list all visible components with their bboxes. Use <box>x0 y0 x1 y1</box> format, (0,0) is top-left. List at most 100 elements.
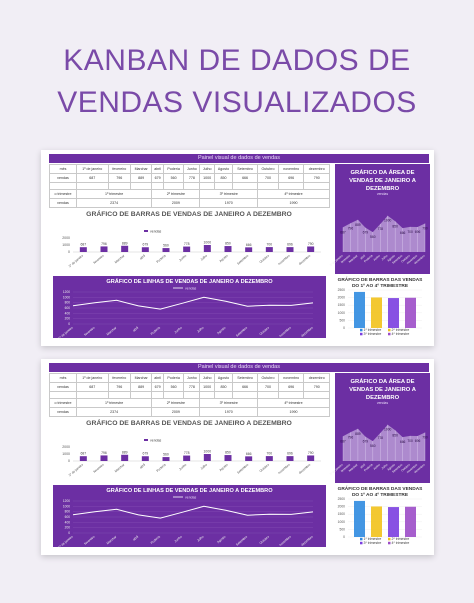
table-row <box>49 182 330 190</box>
table-cell: Marchar <box>130 373 153 383</box>
bar-value-label: 1000 <box>204 450 212 454</box>
x-tick-label: dezembro <box>413 253 426 265</box>
legend-swatch <box>144 230 148 232</box>
table-cell <box>107 182 132 190</box>
area-fill <box>343 424 425 461</box>
y-tick-label: 2500 <box>338 497 346 501</box>
table-cell: 1970 <box>199 407 258 417</box>
table-cell: 1º de janeiro <box>75 164 109 174</box>
table-cell: 889 <box>130 173 153 183</box>
x-tick-label: abril <box>132 326 139 333</box>
bar <box>286 247 294 252</box>
x-tick-label: abril <box>139 254 146 261</box>
table-cell: 687 <box>75 173 109 183</box>
row-label: o trimestre <box>49 189 77 199</box>
x-tick-label: Setembro <box>391 253 403 264</box>
legend-label: 4º trimestre <box>392 541 410 545</box>
y-tick-label: 0 <box>343 326 345 330</box>
table-cell: abril <box>151 373 164 383</box>
table-cell: Podería <box>162 373 185 383</box>
area-value-label: 687 <box>340 439 346 443</box>
bar-value-label: 889 <box>122 450 128 454</box>
x-tick-label: novembro <box>278 326 292 338</box>
x-tick-label: fevereiro <box>340 253 351 264</box>
area-value-label: 778 <box>378 227 384 231</box>
area-value-label: 790 <box>422 227 428 231</box>
y-tick-label: 200 <box>65 317 71 321</box>
page-title: KANBAN DE DADOS DE VENDAS VISUALIZADOS <box>0 40 474 124</box>
y-tick-label: 0 <box>68 459 70 463</box>
table-cell: Podería <box>162 164 185 174</box>
table-row: mês 1º de janeiro fevereiro Marchar abril Pod… <box>49 164 330 174</box>
row-label: mês <box>49 373 77 383</box>
bar <box>203 454 211 461</box>
table-cell <box>257 391 279 399</box>
table-cell: 778 <box>183 173 201 183</box>
x-tick-label: 1º de janeiro <box>68 254 84 269</box>
x-tick-label: Julho <box>380 253 388 261</box>
legend-swatch <box>360 541 363 545</box>
area-chart-panel: GRÁFICO DA ÁREA DE VENDAS DE JANEIRO A D… <box>329 373 430 483</box>
table-cell <box>199 391 215 399</box>
table-cell: novembro <box>277 164 305 174</box>
x-tick-label: Outubro <box>259 463 271 474</box>
table-cell: 796 <box>107 173 132 183</box>
table-cell: 679 <box>151 173 164 183</box>
legend-label: vendas <box>185 495 197 499</box>
area-value-label: 666 <box>400 231 406 235</box>
legend-label: 2º trimestre <box>392 537 410 541</box>
y-tick-label: 800 <box>65 510 71 514</box>
table-cell: abril <box>151 164 164 174</box>
table-cell: 700 <box>257 382 279 392</box>
table-cell: 560 <box>162 173 185 183</box>
y-tick-label: 0 <box>68 322 70 326</box>
area-value-label: 696 <box>415 439 421 443</box>
table-cell <box>277 182 305 190</box>
y-tick-label: 1000 <box>63 504 70 508</box>
table-cell: 666 <box>232 173 258 183</box>
bar-value-label: 790 <box>308 451 314 455</box>
table-cell: 1º trimestre <box>75 398 153 408</box>
bar-value-label: 687 <box>80 243 86 247</box>
y-tick-label: 1500 <box>338 512 346 516</box>
x-tick-label: Junho <box>178 254 187 263</box>
area-value-label: 560 <box>370 235 376 239</box>
table-cell: Outubro <box>257 164 279 174</box>
row-label <box>49 182 77 190</box>
table-cell: 560 <box>162 382 185 392</box>
row-label: vendas <box>49 173 77 183</box>
sheet-header: Painel visual de dados de vendas <box>49 363 429 372</box>
x-tick-label: fevereiro <box>93 463 105 474</box>
x-tick-label: Setembro <box>236 254 249 266</box>
table-cell: Julho <box>199 373 215 383</box>
x-tick-label: dezembro <box>300 535 314 547</box>
legend-swatch <box>388 328 391 332</box>
x-tick-label: Agosto <box>216 535 226 545</box>
area-fill <box>343 215 425 252</box>
table-row: o trimestre 1º trimestre 2º trimestre 3º tr… <box>49 398 330 408</box>
bar-chart-title: GRÁFICO DE BARRAS DE VENDAS DE JANEIRO A… <box>86 420 292 427</box>
table-cell: fevereiro <box>107 164 132 174</box>
table-row: mês 1º de janeiro fevereiro Marchar abril Pod… <box>49 373 330 383</box>
quarter-chart-panel: GRÁFICO DE BARRAS DAS VENDAS DO 1º AO 4º… <box>330 276 430 338</box>
y-tick-label: 2000 <box>62 236 70 240</box>
x-tick-label: Marchar <box>114 462 126 473</box>
area-value-label: 796 <box>348 226 354 230</box>
x-tick-label: Podería <box>363 462 374 472</box>
bar-value-label: 778 <box>184 242 190 246</box>
line-chart-panel: GRÁFICO DE LINHAS DE VENDAS DE JANEIRO A… <box>53 485 326 549</box>
table-cell: 2009 <box>151 407 201 417</box>
y-tick-label: 200 <box>65 526 71 530</box>
bar-value-label: 889 <box>122 241 128 245</box>
row-label <box>49 391 77 399</box>
table-cell: Outubro <box>257 373 279 383</box>
x-tick-label: Agosto <box>218 254 228 264</box>
table-cell: 1º de janeiro <box>75 373 109 383</box>
line-chart-title: GRÁFICO DE LINHAS DE VENDAS DE JANEIRO A… <box>106 488 273 494</box>
bar-chart: vendas 2000 1000 0 687 1º de janeiro 796 fevere… <box>62 230 321 269</box>
table-cell: 850 <box>213 382 234 392</box>
y-tick-label: 2500 <box>338 288 346 292</box>
table-cell: Junho <box>183 164 201 174</box>
quarter-bar <box>371 506 382 537</box>
